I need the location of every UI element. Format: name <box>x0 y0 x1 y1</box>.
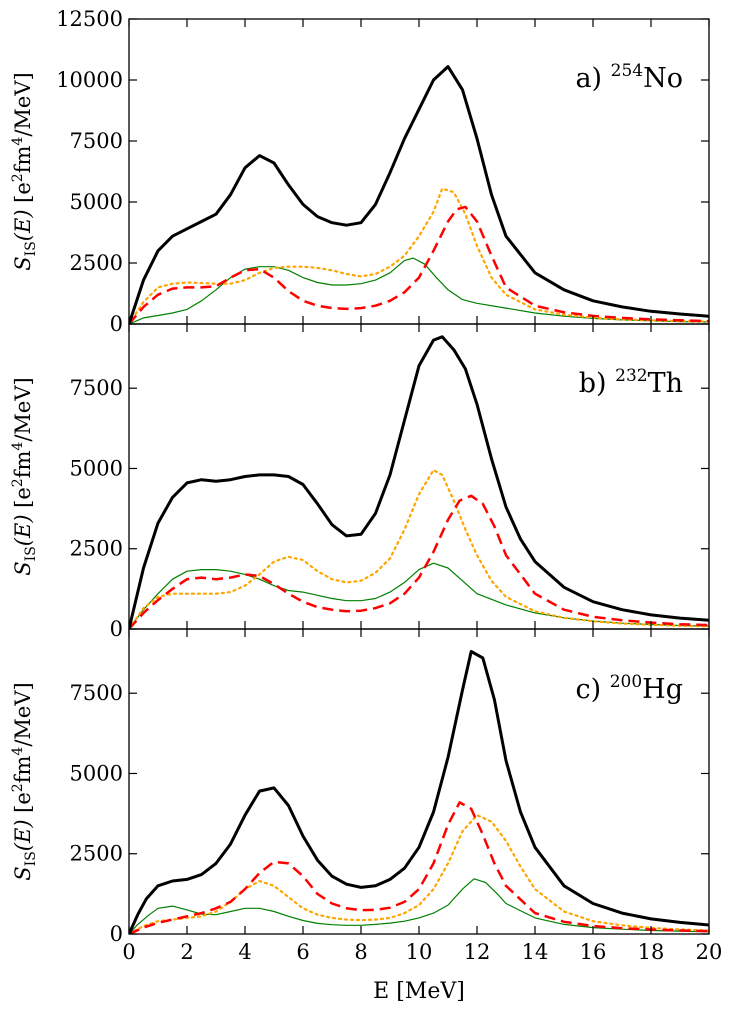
x-axis-label: E [MeV] <box>373 979 465 1004</box>
y-tick-label: 0 <box>110 617 123 641</box>
y-axis-label-units-mid: fm <box>11 755 35 783</box>
panel-label: a) 254No <box>575 61 683 94</box>
series-line-total <box>129 335 709 629</box>
series-line-dotted-orange <box>129 814 709 934</box>
x-tick-label: 12 <box>464 940 491 964</box>
panel-3: 0 2500 5000 7500 c) 200Hg SIS(E) [e2fm4/MeV] <box>10 628 710 946</box>
panel-label-prefix: b) <box>579 368 615 399</box>
series-line-thin-green <box>129 257 709 324</box>
series-line-dashed-red <box>129 801 709 934</box>
panel-label-prefix: a) <box>575 63 610 94</box>
panel-label-element: Hg <box>642 674 683 705</box>
y-axis-label-sub: IS <box>23 851 39 866</box>
y-axis-label-main: S <box>11 866 35 880</box>
panel-label-mass: 200 <box>610 672 642 692</box>
y-axis-label-arg: (E) <box>11 508 35 546</box>
y-axis-label: SIS(E) [e2fm4/MeV] <box>10 72 39 270</box>
y-axis-label: SIS(E) [e2fm4/MeV] <box>10 377 39 575</box>
y-axis-label-units-close: /MeV] <box>11 377 35 441</box>
series-line-dashed-red <box>129 205 709 324</box>
y-axis-label-units-close: /MeV] <box>11 682 35 746</box>
y-axis-label-arg: (E) <box>11 203 35 241</box>
y-axis-label-units-open: [e <box>11 182 35 203</box>
panel-2: 0 2500 5000 7500 b) 232Th SIS(E) [e2fm4/MeV] <box>10 323 710 641</box>
y-tick-label: 12500 <box>56 7 123 31</box>
y-tick-label: 5000 <box>70 190 123 214</box>
x-tick-label: 6 <box>296 940 309 964</box>
panel-label: b) 232Th <box>579 366 683 399</box>
y-axis-label-exp1: 2 <box>10 783 26 792</box>
panel-label-element: No <box>643 63 683 94</box>
panel-label-prefix: c) <box>575 674 609 705</box>
y-tick-label: 2500 <box>70 251 123 275</box>
x-tick-label: 2 <box>180 940 193 964</box>
x-tick-label: 16 <box>580 940 607 964</box>
panel-label: c) 200Hg <box>575 672 683 705</box>
series-line-dotted-orange <box>129 187 709 324</box>
y-axis-label-exp2: 4 <box>10 442 26 451</box>
y-tick-label: 0 <box>110 312 123 336</box>
x-tick-label: 8 <box>354 940 367 964</box>
x-tick-label: 18 <box>638 940 665 964</box>
series-line-total <box>129 65 709 324</box>
y-axis-label-main: S <box>11 561 35 575</box>
y-axis-label-units-close: /MeV] <box>11 72 35 136</box>
y-tick-label: 0 <box>110 922 123 946</box>
series-group <box>129 65 709 324</box>
y-tick-label: 5000 <box>70 761 123 785</box>
series-line-total <box>129 650 709 934</box>
y-tick-label: 7500 <box>70 376 123 400</box>
x-tick-label: 0 <box>122 940 135 964</box>
y-axis-label-exp1: 2 <box>10 478 26 487</box>
series-line-dotted-orange <box>129 469 709 629</box>
y-tick-label: 7500 <box>70 681 123 705</box>
y-axis-label-arg: (E) <box>11 813 35 851</box>
y-axis-label-exp2: 4 <box>10 747 26 756</box>
y-axis-label-exp1: 2 <box>10 173 26 182</box>
series-line-dashed-red <box>129 494 709 629</box>
x-tick-label: 10 <box>406 940 433 964</box>
y-axis-label-main: S <box>11 256 35 270</box>
y-tick-label: 2500 <box>70 842 123 866</box>
y-axis-label-units-open: [e <box>11 487 35 508</box>
x-tick-label: 20 <box>696 940 723 964</box>
y-tick-label: 7500 <box>70 129 123 153</box>
y-axis-label-units-mid: fm <box>11 450 35 478</box>
panel-label-mass: 254 <box>611 61 643 81</box>
y-tick-label: 5000 <box>70 456 123 480</box>
y-tick-label: 2500 <box>70 537 123 561</box>
y-axis-label-exp2: 4 <box>10 137 26 146</box>
x-tick-label: 4 <box>238 940 251 964</box>
x-tick-label: 14 <box>522 940 549 964</box>
y-axis-label: SIS(E) [e2fm4/MeV] <box>10 682 39 880</box>
panel-label-element: Th <box>648 368 683 399</box>
y-axis-label-sub: IS <box>23 241 39 256</box>
y-axis-label-units-open: [e <box>11 792 35 813</box>
series-group <box>129 650 709 934</box>
y-axis-label-units-mid: fm <box>11 145 35 173</box>
series-group <box>129 335 709 629</box>
y-tick-label: 10000 <box>56 68 123 92</box>
panel-1: 0 2500 5000 7500 10000 12500 a) 254No SIS(E) [e… <box>10 7 710 336</box>
panel-label-mass: 232 <box>615 366 647 386</box>
y-axis-label-sub: IS <box>23 546 39 561</box>
